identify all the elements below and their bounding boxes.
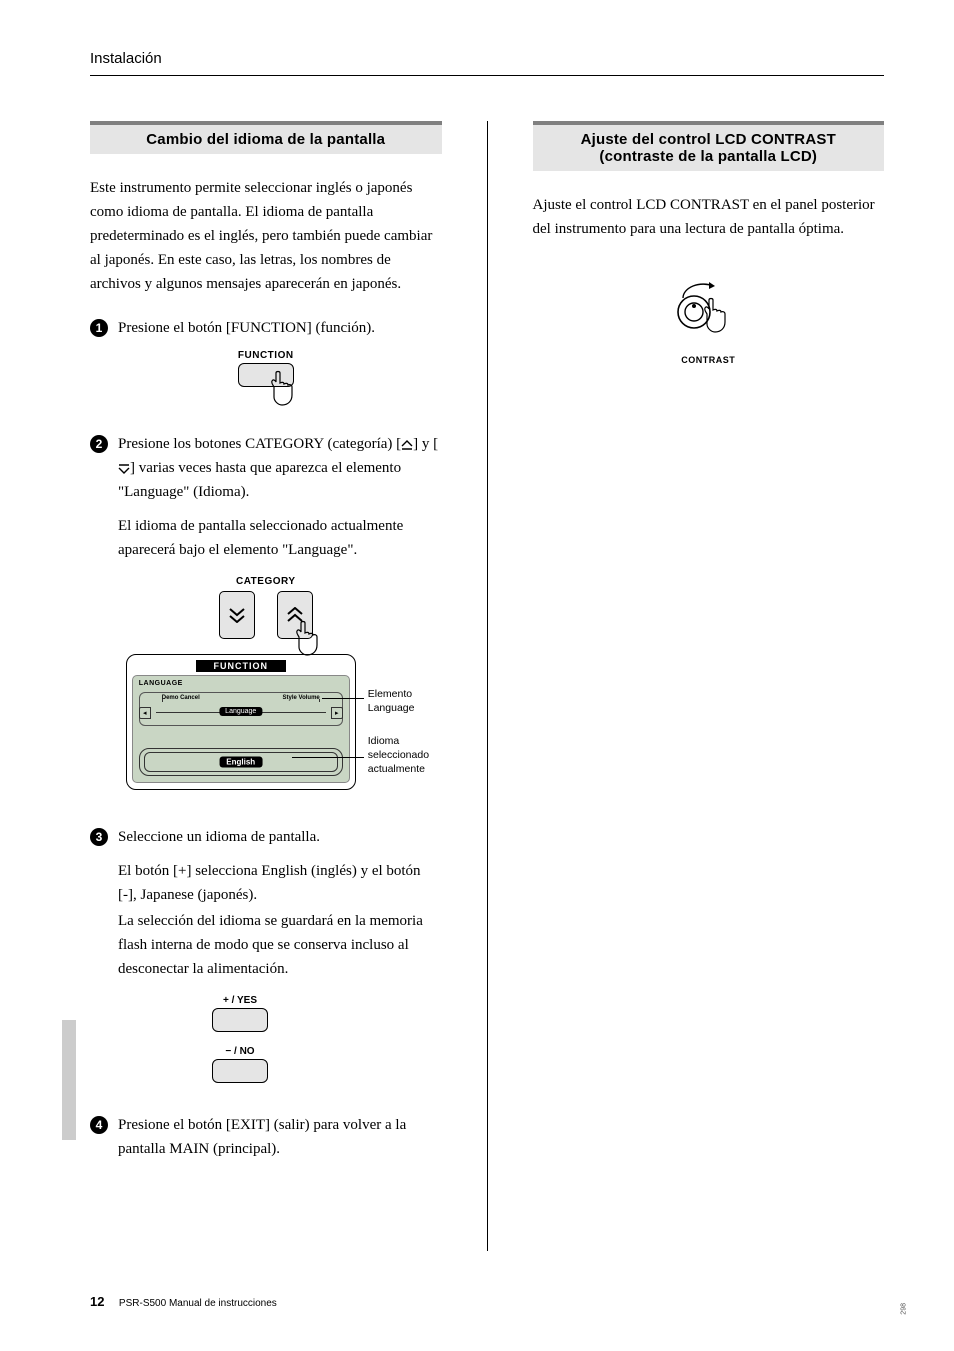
yes-button-graphic bbox=[212, 1008, 268, 1032]
step-3-cont-c: La selección del idioma se guardará en l… bbox=[118, 909, 442, 981]
header-rule bbox=[90, 75, 884, 76]
contrast-knob-icon bbox=[663, 276, 753, 346]
step-2-continuation: El idioma de pantalla seleccionado actua… bbox=[118, 514, 442, 562]
step-4-text: Presione el botón [EXIT] (salir) para vo… bbox=[118, 1113, 442, 1161]
two-column-layout: Cambio del idioma de la pantalla Este in… bbox=[90, 121, 884, 1251]
callout-current-language: Idioma seleccionado actualmente bbox=[368, 734, 429, 777]
step-4: 4 Presione el botón [EXIT] (salir) para … bbox=[90, 1113, 442, 1161]
side-tab-indicator bbox=[62, 1020, 76, 1140]
no-button-graphic bbox=[212, 1059, 268, 1083]
step2-b: ] y [ bbox=[413, 436, 438, 452]
callout1-l2: Language bbox=[368, 702, 415, 714]
down-chevron-icon bbox=[118, 464, 130, 474]
function-button-diagram: FUNCTION bbox=[90, 350, 442, 392]
lcd-screen: LANGUAGE Demo Cancel Style Volume ◂ ▸ La… bbox=[132, 675, 350, 783]
lcd-left-text: Demo Cancel bbox=[162, 695, 200, 701]
callout2-l3: actualmente bbox=[368, 763, 425, 775]
page-header-title: Instalación bbox=[90, 50, 884, 67]
lcd-language-label: LANGUAGE bbox=[139, 680, 183, 687]
lcd-value-box: English bbox=[139, 748, 343, 776]
left-column: Cambio del idioma de la pantalla Este in… bbox=[90, 121, 442, 1251]
up-chevron-icon bbox=[401, 440, 413, 450]
category-label: CATEGORY bbox=[90, 576, 442, 587]
lcd-right-arrow-icon: ▸ bbox=[331, 707, 343, 719]
step-2-text: Presione los botones CATEGORY (categoría… bbox=[118, 432, 442, 504]
step-number-1: 1 bbox=[90, 319, 108, 337]
callout-line bbox=[292, 757, 364, 758]
heading-contrast-l2: (contraste de la pantalla LCD) bbox=[599, 148, 817, 165]
lcd-screen-diagram: FUNCTION LANGUAGE Demo Cancel Style Volu… bbox=[126, 654, 406, 790]
category-down-button-graphic bbox=[219, 591, 255, 639]
yes-label: + / YES bbox=[200, 995, 280, 1006]
callout-element-language: Elemento Language bbox=[368, 687, 415, 715]
heading-contrast-l1: Ajuste del control LCD CONTRAST bbox=[581, 131, 836, 148]
step-3-cont-b: El botón [+] selecciona English (inglés)… bbox=[118, 859, 442, 907]
page-footer: 12 PSR-S500 Manual de instrucciones bbox=[90, 1293, 277, 1311]
callout2-l2: seleccionado bbox=[368, 749, 429, 761]
callout-line bbox=[322, 698, 364, 699]
callout1-l1: Elemento bbox=[368, 688, 412, 700]
contrast-knob-diagram: CONTRAST bbox=[533, 276, 885, 365]
step-3-text: Seleccione un idioma de pantalla. bbox=[118, 825, 320, 849]
step-1: 1 Presione el botón [FUNCTION] (función)… bbox=[90, 316, 442, 340]
footer-doc-title: PSR-S500 Manual de instrucciones bbox=[119, 1298, 277, 1309]
lcd-left-arrow-icon: ◂ bbox=[139, 707, 151, 719]
column-divider bbox=[487, 121, 488, 1251]
step2-a: Presione los botones CATEGORY (categoría… bbox=[118, 436, 401, 452]
lcd-slider-value: Language bbox=[219, 707, 262, 716]
down-double-chevron-icon bbox=[228, 607, 246, 623]
no-label: − / NO bbox=[200, 1046, 280, 1057]
step-number-3: 3 bbox=[90, 828, 108, 846]
step-2: 2 Presione los botones CATEGORY (categor… bbox=[90, 432, 442, 504]
yes-no-buttons-diagram: + / YES − / NO bbox=[200, 995, 280, 1083]
step2-c: ] varias veces hasta que aparezca el ele… bbox=[118, 460, 401, 500]
lcd-tick bbox=[162, 699, 163, 702]
lcd-value-text: English bbox=[219, 757, 262, 768]
step-number-2: 2 bbox=[90, 435, 108, 453]
side-page-number: 298 bbox=[901, 1303, 908, 1315]
contrast-body-text: Ajuste el control LCD CONTRAST en el pan… bbox=[533, 193, 885, 241]
right-column: Ajuste del control LCD CONTRAST (contras… bbox=[533, 121, 885, 1251]
lcd-tick bbox=[319, 699, 320, 702]
section-heading-contrast: Ajuste del control LCD CONTRAST (contras… bbox=[533, 121, 885, 171]
step-3: 3 Seleccione un idioma de pantalla. bbox=[90, 825, 442, 849]
lcd-right-text: Style Volume bbox=[283, 695, 320, 701]
intro-paragraph: Este instrumento permite seleccionar ing… bbox=[90, 176, 442, 296]
lcd-slider-area: Demo Cancel Style Volume ◂ ▸ Language bbox=[139, 692, 343, 726]
hand-press-icon bbox=[268, 369, 312, 413]
contrast-label: CONTRAST bbox=[533, 355, 885, 365]
step-number-4: 4 bbox=[90, 1116, 108, 1134]
footer-page-number: 12 bbox=[90, 1294, 104, 1309]
callout2-l1: Idioma bbox=[368, 735, 400, 747]
category-buttons-diagram: CATEGORY bbox=[90, 576, 442, 639]
function-label: FUNCTION bbox=[90, 350, 442, 361]
lcd-function-bar: FUNCTION bbox=[196, 660, 286, 672]
step-1-text: Presione el botón [FUNCTION] (función). bbox=[118, 316, 375, 340]
section-heading-language: Cambio del idioma de la pantalla bbox=[90, 121, 442, 154]
